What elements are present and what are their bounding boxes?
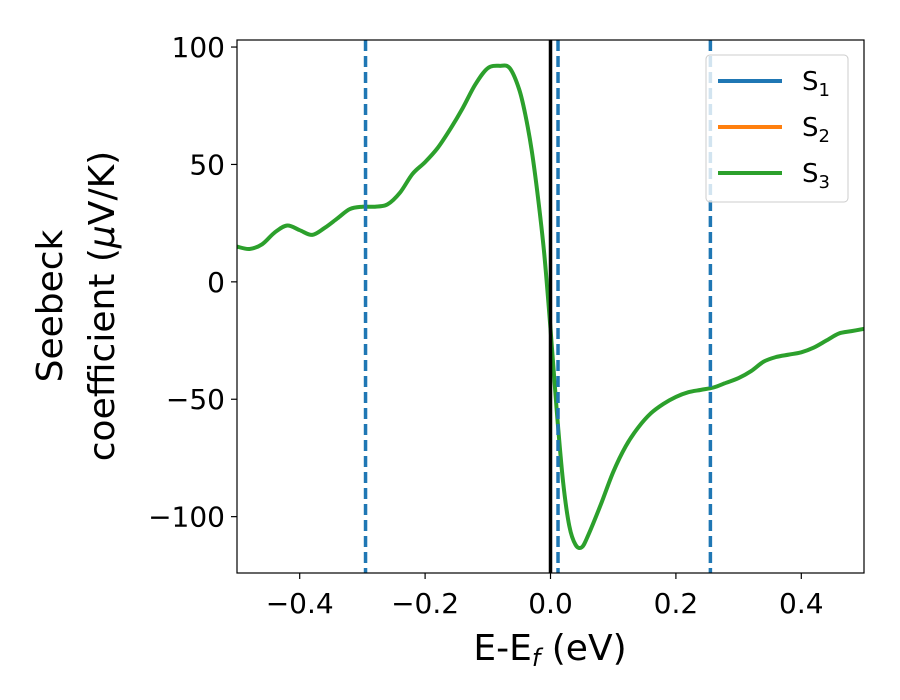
legend: S1 S2 S3 — [705, 54, 849, 203]
y-axis-label-line1: Seebeck — [30, 229, 71, 382]
y-tick-label: 0 — [207, 266, 225, 299]
y-tick-label: 100 — [172, 31, 225, 64]
x-tick-label: −0.4 — [266, 587, 334, 620]
x-tick-label: 0.2 — [654, 587, 699, 620]
legend-label-s2: S2 — [802, 113, 830, 147]
legend-label-s1: S1 — [802, 67, 830, 101]
x-tick-label: −0.2 — [391, 587, 459, 620]
x-axis-label: E-Ef (eV) — [473, 628, 626, 672]
x-tick-label: 0.0 — [528, 587, 573, 620]
y-tick-label: −50 — [166, 383, 225, 416]
legend-label-s3: S3 — [802, 159, 830, 193]
y-tick-label: −100 — [148, 501, 225, 534]
y-axis-label-line2: coefficient (μV/K) — [82, 151, 123, 461]
x-tick-label: 0.4 — [779, 587, 824, 620]
y-tick-label: 50 — [189, 148, 225, 181]
